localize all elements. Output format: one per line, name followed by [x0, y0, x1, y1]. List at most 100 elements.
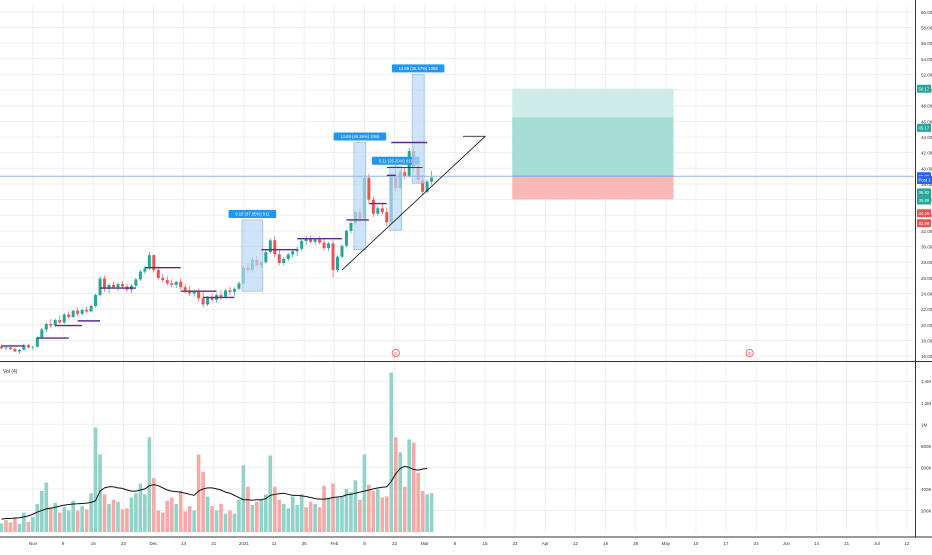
event-marker-label: E [394, 351, 397, 356]
candle-body [197, 292, 200, 298]
price-tick-label: 48.00 [921, 104, 932, 109]
candle [139, 270, 142, 281]
price-tick-label: 26.00 [921, 276, 932, 281]
candle-body [134, 279, 137, 285]
candle [49, 319, 52, 328]
volume-bar [9, 522, 13, 532]
grid [0, 4, 914, 532]
volume-bar [403, 487, 407, 532]
candle [134, 278, 137, 287]
candle [63, 313, 66, 324]
candle [0, 344, 3, 349]
volume-bar [309, 502, 313, 532]
candle-body [332, 243, 335, 270]
time-tick-label: Dec [150, 541, 159, 546]
candle-body [282, 259, 285, 263]
volume-bar [27, 522, 31, 532]
candle-body [228, 290, 231, 292]
candle-body [224, 290, 227, 296]
time-tick-label: 2021 [239, 541, 250, 546]
volume-bar [260, 500, 264, 532]
volume-bar [85, 509, 89, 532]
candle-body [90, 306, 93, 311]
time-tick-label: Feb [330, 541, 338, 546]
candle [300, 239, 303, 252]
volume-bar [94, 428, 98, 532]
candle-body [94, 295, 97, 306]
time-tick-label: 15 [482, 541, 488, 546]
candle [376, 206, 379, 216]
candle [99, 276, 102, 296]
volume-bar [336, 498, 340, 532]
candle-body [403, 172, 406, 176]
volume-bar [376, 489, 380, 532]
volume-bar [224, 514, 228, 532]
time-tick-label: 16 [91, 541, 97, 546]
volume-bar [192, 510, 196, 532]
candle-body [372, 200, 375, 214]
measure-label: 9.15 (37.05%) 911 [235, 212, 270, 217]
price-axis-label: 34.26 [919, 211, 930, 216]
volume-bar [22, 513, 26, 532]
candle-body [103, 279, 106, 289]
position-target-near [512, 117, 673, 176]
volume-pane [0, 373, 433, 532]
volume-bar [157, 510, 161, 532]
volume-bar [233, 514, 237, 532]
volume-bar [116, 502, 120, 532]
candle-body [0, 347, 3, 349]
volume-bar [269, 456, 273, 532]
position-stop [512, 176, 673, 199]
volume-bar [4, 520, 8, 532]
candle-body [175, 282, 178, 285]
candle-body [4, 347, 7, 348]
candle [152, 254, 155, 272]
candle [4, 346, 7, 351]
volume-bar [358, 500, 362, 532]
price-pane [0, 148, 433, 354]
price-axis-label: 50.17 [919, 86, 930, 91]
price-axis-label: 32.99 [919, 221, 930, 226]
candle-body [72, 311, 75, 317]
candle-body [18, 350, 21, 352]
candle [309, 236, 312, 244]
time-tick-label: 24 [754, 541, 760, 546]
candle-body [273, 240, 276, 254]
volume-bar [107, 504, 111, 532]
measure-label: 8.11 (25.29%) 911 [379, 158, 414, 163]
candle [220, 290, 223, 299]
candle-body [300, 241, 303, 249]
time-tick-label: Jul [874, 541, 880, 546]
candle [269, 239, 272, 254]
candle [287, 253, 290, 262]
volume-tick-label: 1.2M [921, 401, 931, 406]
time-tick-label: 22 [513, 541, 519, 546]
time-tick-label: 12 [904, 541, 910, 546]
time-tick-label: Mar [421, 541, 429, 546]
volume-bar [210, 506, 214, 532]
volume-bar [161, 513, 165, 532]
candle [215, 293, 218, 302]
volume-bar [430, 493, 434, 532]
candle-body [179, 282, 182, 287]
time-tick-label: Nov [29, 541, 38, 546]
price-axis-label: 36.92 [919, 190, 930, 195]
volume-bar [67, 510, 71, 532]
volume-bar [152, 478, 156, 532]
candle-body [31, 347, 34, 348]
volume-tick-label: 1M [921, 422, 928, 427]
volume-bar [13, 518, 17, 532]
candle [116, 283, 119, 292]
candle [58, 315, 61, 324]
event-marker-label: E [748, 351, 751, 356]
candle-body [143, 268, 146, 271]
price-tick-label: 56.00 [921, 41, 932, 46]
volume-bar [327, 498, 331, 532]
candle-body [161, 278, 164, 280]
candle [90, 304, 93, 312]
candle [264, 250, 267, 264]
candle [72, 310, 75, 318]
